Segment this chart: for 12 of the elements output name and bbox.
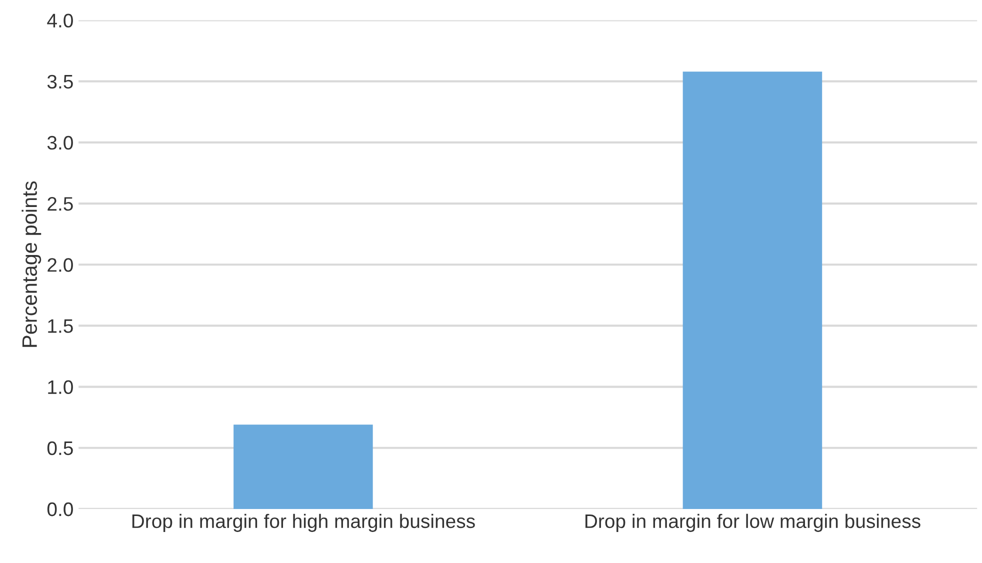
y-axis-title: Percentage points	[22, 181, 42, 347]
y-tick-label: 1.0	[48, 380, 73, 394]
x-tick-label: Drop in margin for high margin business	[132, 514, 475, 532]
y-tick-label: 1.5	[48, 319, 73, 333]
y-tick-label: 4.0	[47, 14, 73, 28]
y-tick-label: 2.5	[48, 196, 73, 211]
y-tick-label: 0.5	[47, 441, 73, 456]
y-tick-label: 0.0	[47, 502, 73, 516]
x-tick-label: Drop in margin for low margin business	[585, 514, 920, 532]
y-tick-label: 2.0	[48, 258, 73, 272]
y-tick-label: 3.5	[47, 74, 73, 89]
y-tick-label: 3.0	[47, 136, 73, 150]
